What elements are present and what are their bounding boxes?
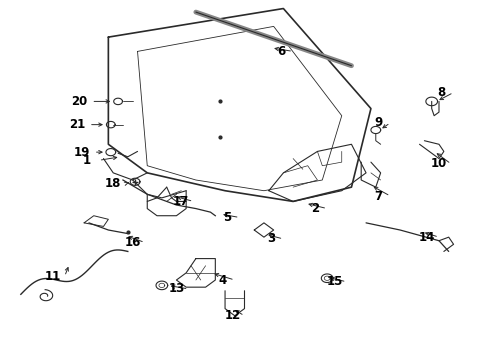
Text: 8: 8 [436,86,445,99]
Text: 19: 19 [73,146,90,159]
Text: 16: 16 [124,236,141,249]
Text: 20: 20 [71,95,87,108]
Text: 15: 15 [325,275,342,288]
Text: 1: 1 [82,154,90,167]
Text: 3: 3 [266,233,275,246]
Text: 13: 13 [168,283,184,296]
Text: 4: 4 [218,274,226,287]
Text: 14: 14 [418,231,434,244]
Text: 7: 7 [373,190,382,203]
Text: 10: 10 [430,157,446,170]
Text: 5: 5 [223,211,231,224]
Text: 6: 6 [276,45,285,58]
Text: 18: 18 [105,177,121,190]
Text: 17: 17 [173,195,189,208]
Text: 9: 9 [373,116,382,129]
Text: 2: 2 [310,202,318,215]
Text: 12: 12 [224,309,240,322]
Text: 21: 21 [68,118,85,131]
Text: 11: 11 [44,270,61,283]
